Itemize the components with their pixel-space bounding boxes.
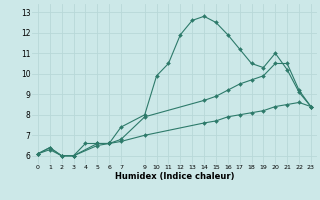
X-axis label: Humidex (Indice chaleur): Humidex (Indice chaleur) bbox=[115, 172, 234, 181]
